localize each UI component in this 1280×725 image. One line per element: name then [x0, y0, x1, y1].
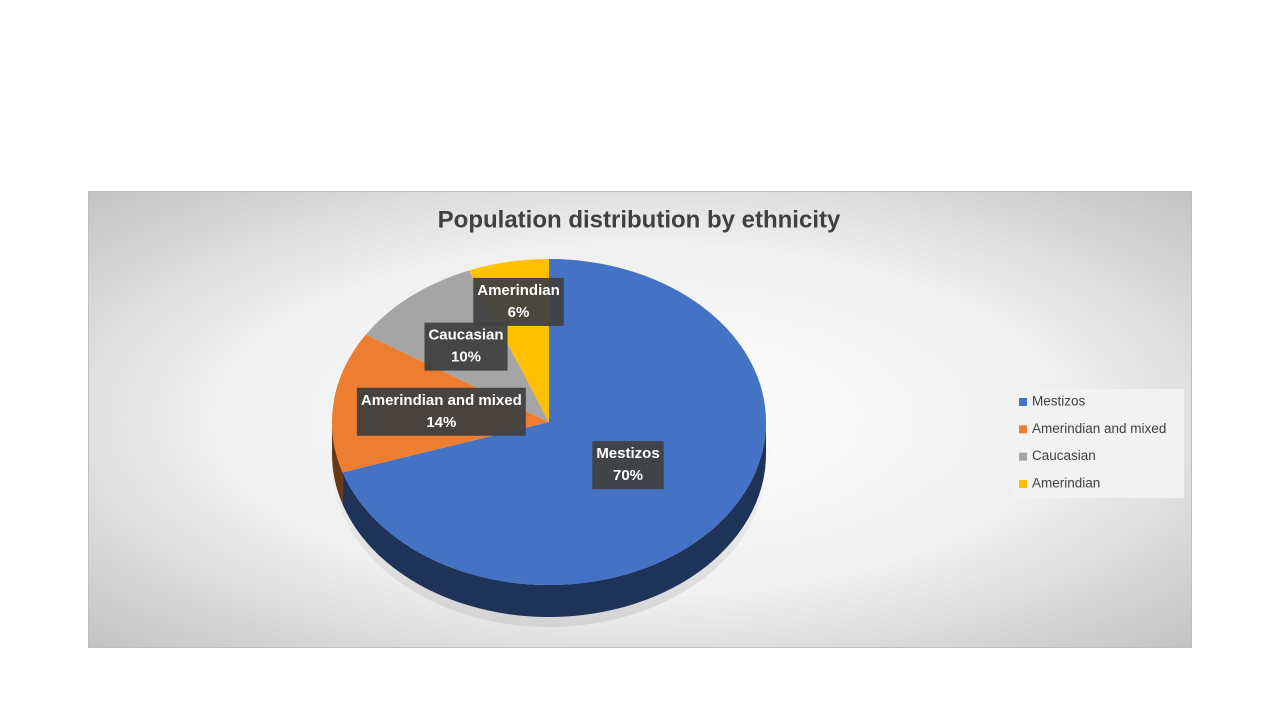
chart-title: Population distribution by ethnicity	[438, 206, 841, 233]
legend-label: Amerindian and mixed	[1032, 421, 1166, 436]
data-label-value: 6%	[508, 304, 530, 321]
legend: Mestizos Amerindian and mixed Caucasian Ame…	[1019, 394, 1166, 490]
data-label-value: 14%	[426, 414, 456, 431]
data-label-value: 70%	[613, 467, 643, 484]
legend-swatch	[1019, 452, 1027, 461]
data-label-box	[592, 441, 664, 490]
slice	[342, 259, 767, 585]
legend-label: Amerindian	[1032, 475, 1100, 490]
legend-swatch	[1019, 479, 1027, 488]
data-label-box	[356, 387, 526, 436]
data-label-name: Caucasian	[428, 327, 503, 344]
data-label-name: Amerindian	[477, 282, 560, 299]
legend-label: Mestizos	[1032, 394, 1086, 409]
legend-swatch	[1019, 398, 1027, 406]
data-label-box	[424, 322, 508, 371]
slice-side	[342, 422, 766, 617]
slice-side	[332, 422, 343, 505]
data-labels: Mestizos 70% Amerindian and mixed 14% Caucas…	[356, 277, 664, 490]
legend-box	[1012, 389, 1184, 498]
data-label-value: 10%	[451, 349, 481, 366]
legend-label: Caucasian	[1032, 448, 1096, 463]
data-label-name: Amerindian and mixed	[361, 392, 522, 409]
data-label-name: Mestizos	[596, 445, 659, 462]
data-label-box	[473, 277, 564, 326]
legend-swatch	[1019, 425, 1027, 434]
